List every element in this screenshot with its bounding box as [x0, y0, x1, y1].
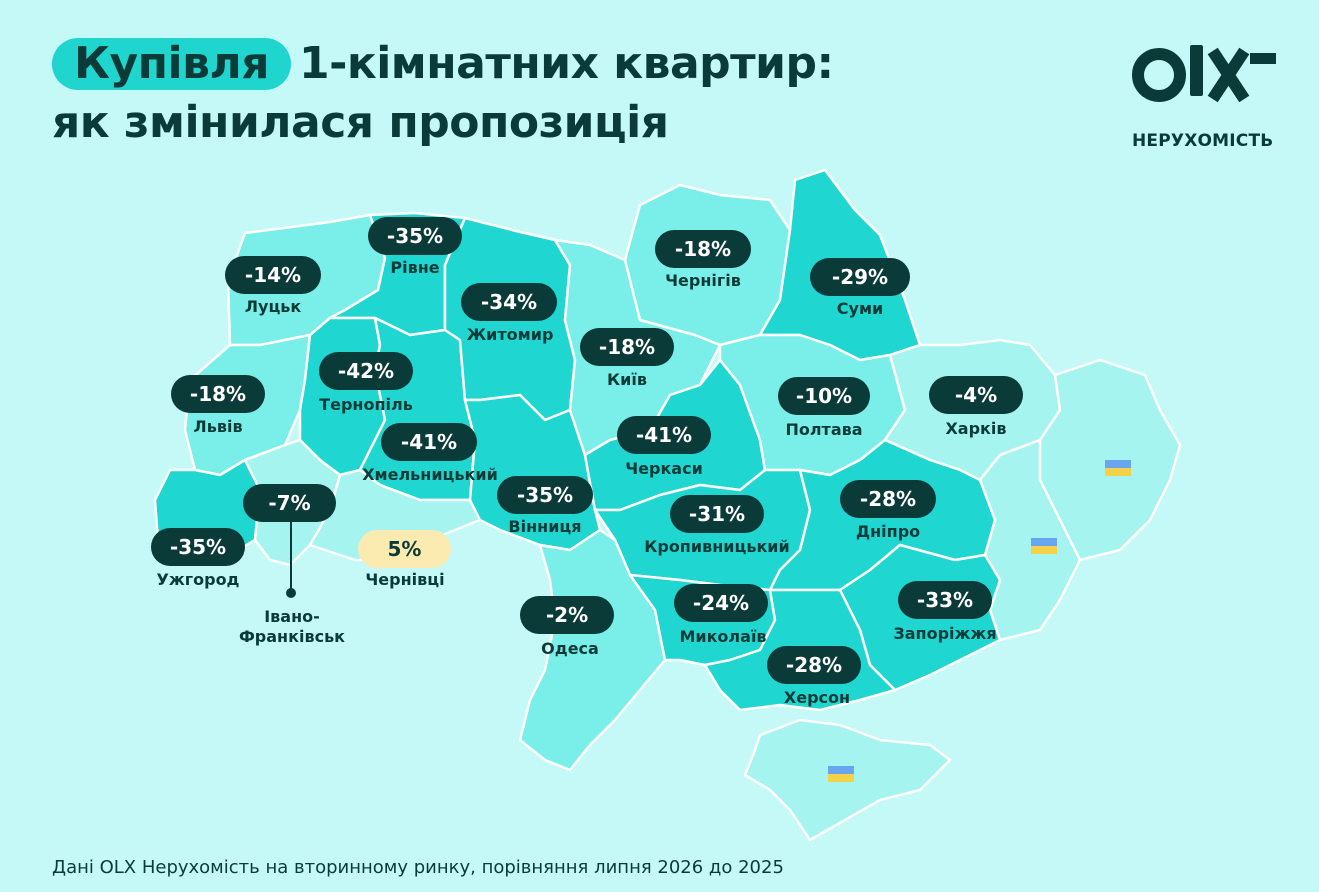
footnote: Дані OLX Нерухомість на вторинному ринку… [52, 857, 784, 878]
city-odesa: Одеса [541, 639, 599, 658]
badge-zaporizhzhia: -33% [898, 581, 992, 619]
city-chernivtsi: Чернівці [365, 570, 445, 589]
city-vinnytsia: Вінниця [508, 517, 582, 536]
ua-flag-icon-donetsk [1031, 538, 1057, 554]
city-lutsk: Луцьк [244, 297, 302, 316]
badge-ternopil: -42% [319, 352, 413, 390]
badge-dnipro: -28% [840, 480, 936, 518]
city-cherkasy: Черкаси [625, 459, 703, 478]
badge-sumy: -29% [810, 258, 910, 296]
badge-cherkasy: -41% [617, 416, 711, 454]
badge-rivne: -35% [368, 217, 462, 255]
city-uzhhorod: Ужгород [156, 570, 240, 589]
badge-mykolaiv: -24% [674, 584, 768, 622]
badge-khmelnytskyi: -41% [381, 423, 477, 461]
logo-subtitle: НЕРУХОМІСТЬ [1132, 131, 1274, 151]
city-sumy: Суми [836, 299, 884, 318]
city-kherson: Херсон [783, 688, 851, 707]
badge-lutsk: -14% [225, 256, 321, 294]
city-kharkiv: Харків [945, 419, 1007, 438]
city-zaporizhzhia: Запоріжжя [893, 624, 997, 643]
city-kropyvnytskyi: Кропивницький [644, 537, 790, 556]
region-odesa [518, 528, 667, 772]
olx-logo [1132, 45, 1276, 103]
ua-flag-icon-crimea [828, 766, 854, 782]
badge-vinnytsia: -35% [497, 476, 593, 514]
title-rest: 1-кімнатних квартир: [298, 38, 834, 89]
city-ivano-frankivsk: Івано- Франківськ [226, 607, 358, 647]
ivano-frankivsk-marker [286, 588, 296, 598]
city-khmelnytskyi: Хмельницький [362, 465, 498, 484]
page-title-line-1: Купівля 1-кімнатних квартир: [52, 38, 834, 90]
city-zhytomyr: Житомир [466, 325, 554, 344]
badge-lviv: -18% [171, 375, 265, 413]
page-title-line-2: як змінилася пропозиція [52, 97, 669, 148]
badge-chernivtsi: 5% [358, 530, 451, 568]
city-rivne: Рівне [390, 258, 440, 277]
city-ivano-frankivsk-line-1: Івано- [264, 607, 320, 626]
badge-uzhhorod: -35% [151, 528, 245, 566]
city-lviv: Львів [193, 417, 243, 436]
badge-ivano-frankivsk: -7% [243, 484, 336, 522]
badge-zhytomyr: -34% [461, 283, 557, 321]
badge-poltava: -10% [778, 377, 870, 415]
badge-kherson: -28% [767, 646, 861, 684]
city-kyiv: Київ [607, 370, 647, 389]
region-chernivtsi [308, 468, 482, 562]
city-ivano-frankivsk-line-2: Франківськ [238, 627, 346, 646]
badge-kharkiv: -4% [929, 376, 1023, 414]
badge-kropyvnytskyi: -31% [670, 495, 764, 533]
title-highlight: Купівля [52, 38, 291, 90]
ua-flag-icon-luhansk [1105, 460, 1131, 476]
city-dnipro: Дніпро [855, 522, 921, 541]
badge-odesa: -2% [520, 596, 614, 634]
badge-kyiv: -18% [580, 328, 674, 366]
city-poltava: Полтава [785, 420, 863, 439]
badge-chernihiv: -18% [655, 230, 751, 268]
city-ternopil: Тернопіль [319, 395, 413, 414]
city-mykolaiv: Миколаїв [679, 627, 767, 646]
city-chernihiv: Чернігів [665, 271, 741, 290]
